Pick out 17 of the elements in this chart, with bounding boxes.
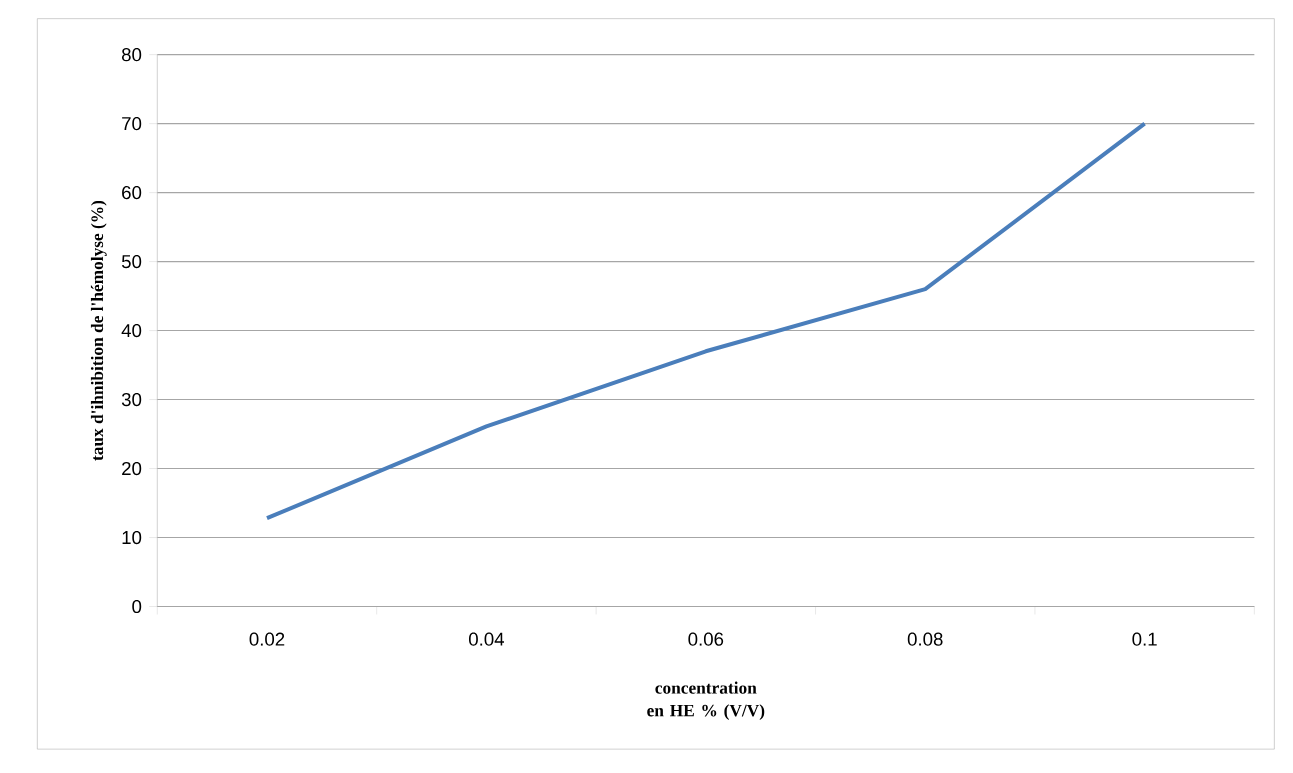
y-tick-label: 40	[121, 323, 142, 338]
x-tick-label: 0.1	[1132, 632, 1157, 646]
line-series	[265, 121, 1147, 521]
y-tick-label: 0	[132, 599, 142, 614]
x-tick-label: 0.02	[249, 632, 285, 646]
y-tick-label: 20	[122, 461, 142, 476]
y-tick-label: 50	[121, 254, 142, 269]
y-tick-label: 30	[121, 392, 142, 407]
x-tick-label: 0.06	[688, 632, 724, 646]
x-tick-label: 0.04	[468, 632, 505, 646]
x-tick-label: 0.08	[907, 632, 943, 646]
y-axis-title: taux d'ihnibition de l'hémolyse (%)	[90, 200, 107, 461]
y-tick-label: 70	[122, 116, 142, 131]
y-tick-label: 10	[122, 530, 142, 545]
y-tick-label: 80	[121, 47, 142, 62]
x-axis-title: concentration en HE % (V/V)	[647, 681, 765, 720]
y-tick-label: 60	[122, 185, 142, 200]
